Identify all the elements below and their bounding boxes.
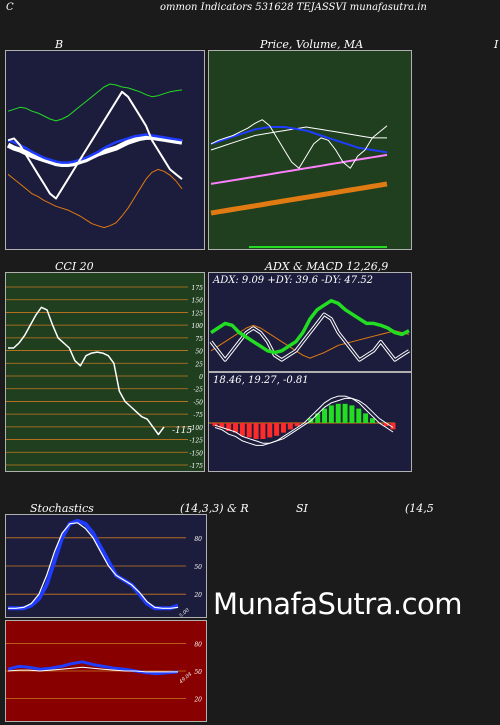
macd-histogram-bar <box>280 423 286 433</box>
rsi-value-label: 49.04 <box>178 671 194 685</box>
macd-histogram-bar <box>212 423 218 427</box>
macd-histogram-bar <box>322 408 328 423</box>
stochastics-title: Stochastics <box>30 502 94 515</box>
macd-histogram-bar <box>287 423 293 430</box>
macd-signal-line <box>214 397 394 444</box>
stochastics-panel: 80 50 20 5.00 <box>5 514 207 618</box>
macd-histogram-bar <box>349 405 355 423</box>
macd-histogram-bar <box>342 403 348 423</box>
partial-letter: I <box>494 38 499 51</box>
macd-histogram-bar <box>369 418 375 423</box>
cci-tick-label: 25 <box>194 361 203 368</box>
adx-panel <box>208 272 412 372</box>
adx-readout: ADX: 9.09 +DY: 39.6 -DY: 47.52 <box>213 275 374 286</box>
bollinger-lower-band <box>7 168 183 229</box>
adx-title: ADX & MACD 12,26,9 <box>265 260 389 273</box>
adx-chart <box>209 298 410 362</box>
bollinger-title: B <box>55 38 64 51</box>
price-title: Price, Volume, MA <box>260 38 364 51</box>
stochastics-chart: 80 50 20 5.00 <box>6 518 202 617</box>
bollinger-price-line <box>7 90 183 200</box>
macd-histogram-bar <box>226 423 232 431</box>
cci-tick-label: -50 <box>193 399 203 406</box>
macd-histogram-bar <box>246 423 252 438</box>
rsi-average-line <box>7 666 178 673</box>
cci-panel: 175 150 125 100 75 50 25 0 -25 -50 -75 -100 -125 -150… <box>5 272 205 472</box>
macd-histogram-bar <box>390 423 396 430</box>
adx-minus-dy <box>210 324 410 359</box>
stochastics-params: (14,3,3) & R <box>180 502 249 515</box>
cci-value-label: -115 <box>172 426 192 436</box>
price-panel <box>208 50 412 250</box>
cci-tick-label: -25 <box>193 387 203 394</box>
bollinger-mid-outline <box>6 134 183 167</box>
price-ma-blue <box>210 126 388 154</box>
macd-histogram-bar <box>356 408 362 423</box>
cci-tick-label: -175 <box>190 463 204 470</box>
cci-tick-label: 100 <box>192 323 204 330</box>
cci-tick-label: 150 <box>192 298 204 305</box>
stochastics-d-line <box>8 522 179 609</box>
macd-histogram-bar <box>274 423 280 436</box>
rsi-line <box>7 660 179 676</box>
macd-readout: 18.46, 19.27, -0.81 <box>213 375 309 386</box>
cci-title: CCI 20 <box>55 260 94 273</box>
cci-line <box>8 306 165 436</box>
header-left-letter: C <box>6 2 14 13</box>
cci-tick-label: 125 <box>192 310 204 317</box>
rsi-params: (14,5 <box>405 502 434 515</box>
rsi-title: SI <box>296 502 308 515</box>
macd-histogram-bar <box>383 423 389 427</box>
bollinger-mid-band <box>7 133 183 164</box>
price-chart <box>210 119 388 248</box>
rsi-tick-label: 50 <box>194 669 202 676</box>
cci-tick-label: 175 <box>192 285 204 292</box>
macd-chart <box>209 395 396 446</box>
price-ma-long <box>210 181 388 216</box>
macd-histogram-bar <box>253 423 259 439</box>
macd-line <box>214 395 394 446</box>
cci-tick-label: -75 <box>193 412 203 419</box>
adx-line <box>210 298 410 355</box>
macd-histogram-bar <box>315 413 321 423</box>
page-title: ommon Indicators 531628 TEJASSVI munafas… <box>160 2 427 13</box>
watermark: MunafaSutra.com <box>213 587 463 621</box>
cci-tick-label: -150 <box>190 450 204 457</box>
stochastics-tick-label: 80 <box>194 536 202 543</box>
cci-tick-label: -125 <box>190 438 204 445</box>
cci-chart: 175 150 125 100 75 50 25 0 -25 -50 -75 -100 -125 -150… <box>6 285 204 470</box>
bollinger-panel <box>5 50 205 250</box>
cci-tick-label: 0 <box>199 374 203 381</box>
cci-tick-label: 50 <box>195 349 203 356</box>
price-close-line <box>210 119 388 169</box>
macd-histogram-bar <box>363 413 369 423</box>
macd-histogram-bar <box>233 423 239 433</box>
stochastics-value-label: 5.00 <box>178 607 191 617</box>
rsi-panel: 80 50 20 49.04 <box>5 620 207 722</box>
macd-histogram-bar <box>260 423 266 439</box>
stochastics-tick-label: 20 <box>193 592 202 599</box>
macd-histogram-bar <box>239 423 245 436</box>
macd-histogram-bar <box>328 405 334 423</box>
price-ma-short <box>210 126 387 151</box>
rsi-chart: 80 50 20 49.04 <box>6 641 202 704</box>
bollinger-chart <box>6 83 183 229</box>
macd-histogram-bar <box>335 403 341 423</box>
cci-tick-label: -100 <box>190 425 204 432</box>
bollinger-upper-band <box>7 83 183 122</box>
cci-tick-label: 75 <box>195 336 203 343</box>
macd-histogram-bar <box>267 423 273 438</box>
macd-histogram-bar <box>219 423 225 428</box>
rsi-tick-label: 20 <box>193 697 202 704</box>
price-ma-mid <box>210 153 388 185</box>
stochastics-tick-label: 50 <box>194 564 202 571</box>
rsi-tick-label: 80 <box>194 641 202 648</box>
macd-panel <box>208 372 412 472</box>
stochastics-k-line <box>8 518 179 611</box>
macd-histogram-bar <box>294 423 300 427</box>
